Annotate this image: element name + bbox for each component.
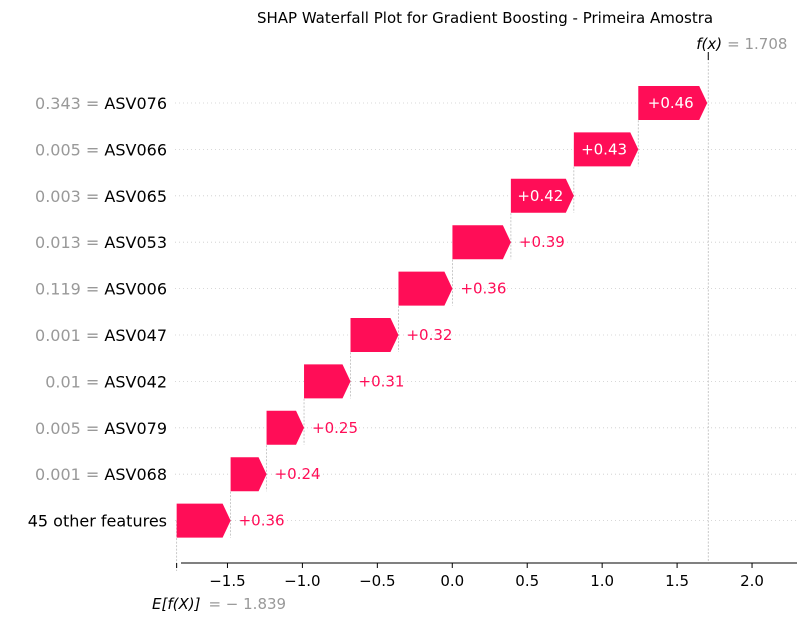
equals-sign: = xyxy=(81,419,105,438)
shap-bar xyxy=(573,132,639,167)
base-value-text: = − 1.839 xyxy=(208,595,286,613)
x-tick-label: −1.5 xyxy=(209,572,245,590)
feature-name-text: ASV006 xyxy=(104,280,167,299)
shap-bar xyxy=(266,410,305,445)
bar-value-label: +0.31 xyxy=(359,372,405,390)
base-value-symbol: E[f(X)] xyxy=(152,595,201,613)
equals-sign: = xyxy=(81,187,105,206)
feature-name-text: ASV076 xyxy=(104,94,167,113)
shap-bar xyxy=(510,178,574,213)
feature-name: 0.001 = ASV068 xyxy=(35,465,167,484)
feature-name: 0.003 = ASV065 xyxy=(35,187,167,206)
feature-labels: 0.343 = ASV076 0.005 = ASV066 0.003 = ASV0… xyxy=(28,94,167,531)
equals-sign: = xyxy=(81,280,105,299)
bar-value-label: +0.36 xyxy=(460,280,506,298)
feature-name: 0.005 = ASV079 xyxy=(35,419,167,438)
shap-bar xyxy=(304,364,351,399)
shap-bar xyxy=(350,318,399,352)
feature-value: 0.343 xyxy=(35,94,81,113)
feature-name-text: ASV053 xyxy=(104,233,167,252)
feature-name: 0.01 = ASV042 xyxy=(45,372,167,391)
feature-name: 45 other features xyxy=(28,512,167,531)
bar-value-label: +0.39 xyxy=(519,233,565,251)
output-value-symbol: f(x) xyxy=(696,35,722,53)
feature-name-text: ASV042 xyxy=(104,372,167,391)
output-value-annotation: f(x) = 1.708 xyxy=(696,35,787,53)
shap-bar xyxy=(452,225,511,260)
equals-sign: = xyxy=(81,465,105,484)
feature-value: 0.005 xyxy=(35,419,81,438)
connector-lines xyxy=(230,120,639,538)
equals-sign: = xyxy=(81,140,105,159)
bar-value-label: +0.42 xyxy=(517,187,563,205)
feature-name-text: ASV066 xyxy=(104,140,167,159)
equals-sign: = xyxy=(81,372,105,391)
bar-value-label: +0.24 xyxy=(275,465,321,483)
feature-name-text: ASV047 xyxy=(104,326,167,345)
x-tick-label: −1.0 xyxy=(284,572,320,590)
feature-name: 0.001 = ASV047 xyxy=(35,326,167,345)
feature-name-text: ASV068 xyxy=(104,465,167,484)
bars: +0.46 +0.43 +0.42 +0.39 +0.36 +0.32 +0.31 +0.25… xyxy=(176,86,708,538)
feature-value: 0.013 xyxy=(35,233,81,252)
x-tick-label: 0.5 xyxy=(515,572,539,590)
feature-value: 0.119 xyxy=(35,280,81,299)
feature-name-text: ASV079 xyxy=(104,419,167,438)
row-gridlines xyxy=(175,102,797,521)
base-value-annotation: E[f(X)] = − 1.839 xyxy=(152,595,286,613)
bar-value-label: +0.32 xyxy=(406,326,452,344)
feature-value: 0.001 xyxy=(35,326,81,345)
feature-value: 0.005 xyxy=(35,140,81,159)
feature-name: 0.119 = ASV006 xyxy=(35,280,167,299)
x-tick-label: 1.0 xyxy=(590,572,614,590)
equals-sign: = xyxy=(81,233,105,252)
bar-value-label: +0.25 xyxy=(312,419,358,437)
bar-value-label: +0.43 xyxy=(581,140,627,158)
shap-bar xyxy=(176,503,231,538)
x-axis: −1.5 −1.0 −0.5 0.0 0.5 1.0 1.5 2.0 xyxy=(176,562,797,590)
x-tick-label: −0.5 xyxy=(359,572,395,590)
feature-value: 0.001 xyxy=(35,465,81,484)
shap-bar xyxy=(638,86,708,120)
shap-bar xyxy=(230,457,267,492)
chart-title: SHAP Waterfall Plot for Gradient Boostin… xyxy=(257,9,713,27)
feature-name: 0.013 = ASV053 xyxy=(35,233,167,252)
reference-lines xyxy=(176,52,709,571)
bar-value-label: +0.46 xyxy=(648,94,694,112)
feature-name-text: 45 other features xyxy=(28,512,167,531)
feature-name: 0.005 = ASV066 xyxy=(35,140,167,159)
feature-value: 0.003 xyxy=(35,187,81,206)
bar-value-label: +0.36 xyxy=(239,512,285,530)
annotations: f(x) = 1.708 E[f(X)] = − 1.839 xyxy=(152,35,787,613)
feature-name-text: ASV065 xyxy=(104,187,167,206)
equals-sign: = xyxy=(81,94,105,113)
feature-name: 0.343 = ASV076 xyxy=(35,94,167,113)
output-value-text: = 1.708 xyxy=(727,35,787,53)
x-tick-label: 1.5 xyxy=(665,572,689,590)
shap-bar xyxy=(398,271,453,306)
x-tick-label: 0.0 xyxy=(440,572,464,590)
equals-sign: = xyxy=(81,326,105,345)
feature-value: 0.01 xyxy=(45,372,81,391)
x-tick-label: 2.0 xyxy=(740,572,764,590)
